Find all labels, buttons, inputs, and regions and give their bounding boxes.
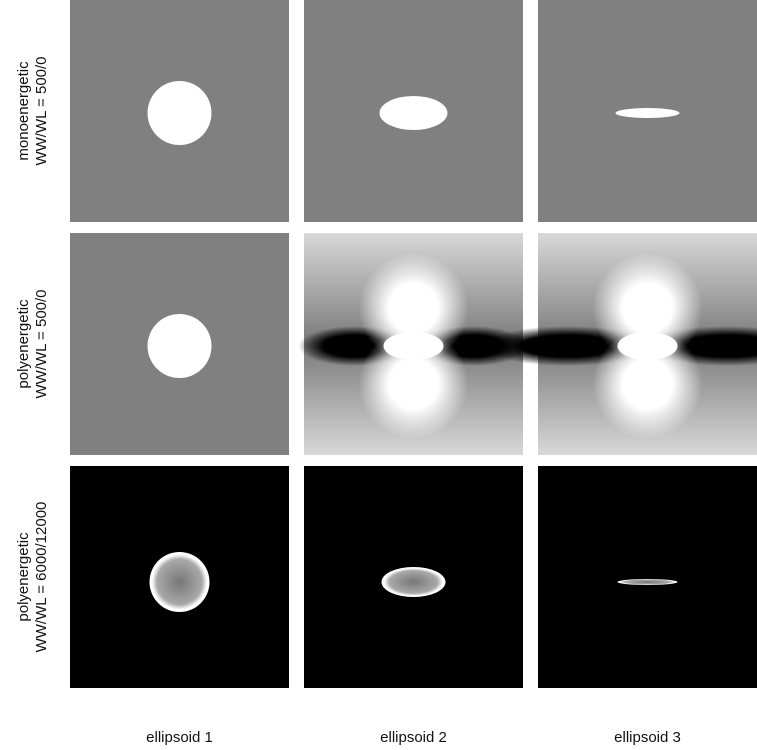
row-label: polyenergetic xyxy=(15,532,32,622)
column-label: ellipsoid 3 xyxy=(614,729,681,746)
panels xyxy=(70,0,757,688)
phantom xyxy=(382,567,446,597)
phantom xyxy=(618,332,678,360)
column-label: ellipsoid 1 xyxy=(146,729,213,746)
column-label: ellipsoid 2 xyxy=(380,729,447,746)
image-panel xyxy=(538,0,757,222)
image-panel xyxy=(70,233,289,455)
phantom xyxy=(148,81,212,145)
row-label: polyenergetic xyxy=(15,299,32,389)
phantom xyxy=(616,108,680,118)
phantom xyxy=(150,552,210,612)
image-panel xyxy=(483,233,757,455)
image-panel xyxy=(70,0,289,222)
phantom xyxy=(384,332,444,360)
row-label: monoenergetic xyxy=(15,61,32,161)
phantom xyxy=(148,314,212,378)
phantom xyxy=(618,579,678,585)
row-window: WW/WL = 6000/12000 xyxy=(33,502,50,653)
row-window: WW/WL = 500/0 xyxy=(33,56,50,165)
image-panel xyxy=(304,466,523,688)
image-panel xyxy=(538,466,757,688)
image-panel xyxy=(304,0,523,222)
figure: monoenergeticWW/WL = 500/0polyenergeticW… xyxy=(0,0,757,750)
image-panel xyxy=(70,466,289,688)
phantom xyxy=(380,96,448,130)
background xyxy=(538,466,757,688)
row-window: WW/WL = 500/0 xyxy=(33,289,50,398)
